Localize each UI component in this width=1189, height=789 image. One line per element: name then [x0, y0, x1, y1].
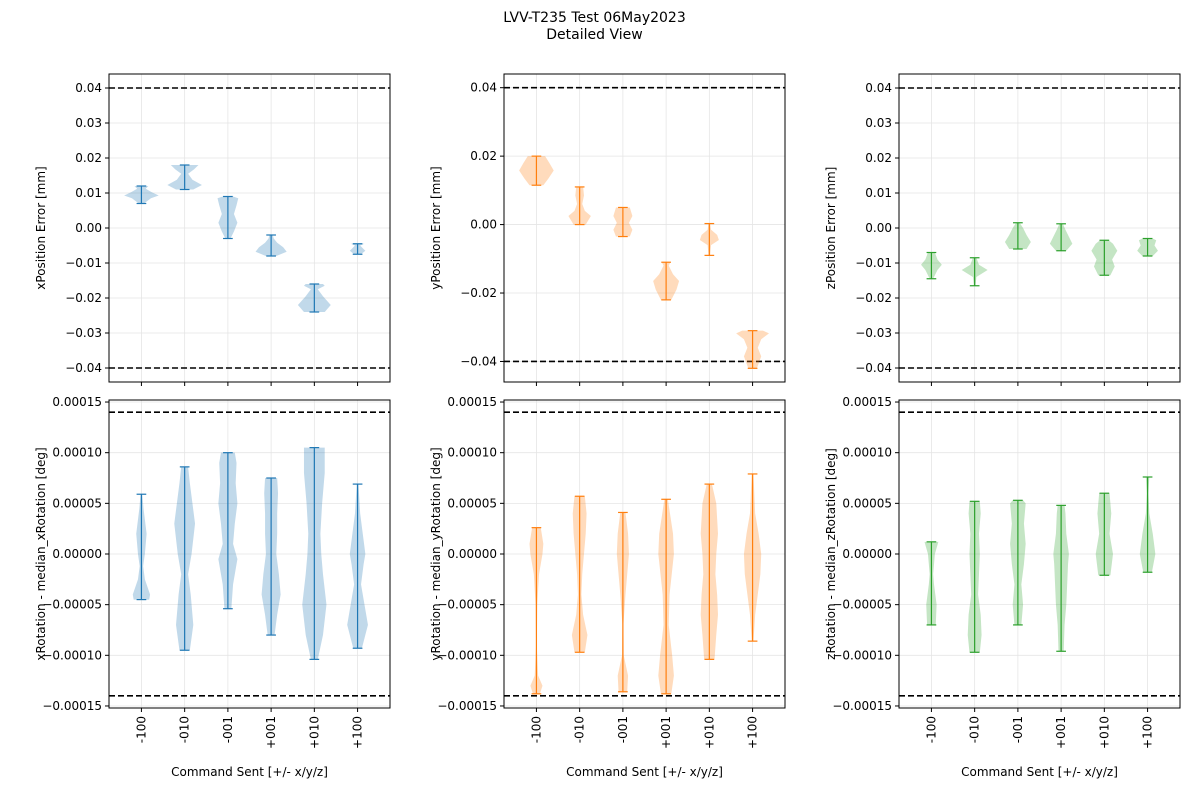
x-tick-label: +100 — [351, 716, 365, 749]
figure-subtitle: Detailed View — [546, 27, 642, 43]
y-axis-label: xPosition Error [mm] — [34, 166, 48, 289]
x-tick-label: +001 — [659, 716, 673, 749]
y-tick-label: −0.03 — [65, 326, 102, 340]
x-tick-label: -010 — [178, 716, 192, 743]
y-tick-label: −0.04 — [855, 361, 892, 375]
y-tick-label: 0.00010 — [447, 446, 497, 460]
x-tick-label: -001 — [221, 716, 235, 743]
y-tick-label: 0.02 — [470, 149, 497, 163]
y-tick-label: 0.00 — [865, 221, 892, 235]
chart-panel-1: 0.04 0.03 0.02 0.01 0.00 −0.01 −0.02 −0.03 −0.04… — [34, 73, 391, 386]
y-tick-label: 0.00015 — [447, 395, 497, 409]
y-tick-label: 0.03 — [75, 116, 102, 130]
y-axis-label: xRotation - median_xRotation [deg] — [34, 447, 48, 660]
x-tick-label: +100 — [746, 716, 760, 749]
y-tick-label: 0.00015 — [52, 395, 102, 409]
x-tick-label: +010 — [1097, 716, 1111, 749]
y-tick-label: −0.01 — [65, 256, 102, 270]
y-tick-label: −0.00005 — [42, 598, 102, 612]
y-tick-label: 0.03 — [865, 116, 892, 130]
y-tick-label: 0.00000 — [52, 547, 102, 561]
y-tick-label: 0.00000 — [447, 547, 497, 561]
y-tick-label: −0.00010 — [832, 648, 892, 662]
figure-title: LVV-T235 Test 06May2023 — [503, 10, 686, 26]
y-tick-label: 0.00010 — [842, 446, 892, 460]
x-tick-label: +100 — [1141, 716, 1155, 749]
y-tick-label: 0.04 — [865, 81, 892, 95]
x-tick-label: -100 — [924, 716, 938, 743]
x-tick-label: -001 — [1011, 716, 1025, 743]
y-tick-label: −0.02 — [460, 286, 497, 300]
y-tick-label: 0.00 — [470, 218, 497, 232]
y-tick-label: 0.00005 — [842, 496, 892, 510]
axes-frame — [503, 73, 786, 383]
y-tick-label: −0.00010 — [42, 648, 102, 662]
y-tick-label: −0.00005 — [437, 598, 497, 612]
y-tick-label: 0.02 — [865, 151, 892, 165]
y-tick-label: −0.02 — [65, 291, 102, 305]
x-axis-label: Command Sent [+/- x/y/z] — [566, 765, 723, 779]
chart-panel-2: 0.04 0.02 0.00 −0.02 −0.04 yPosition Error [m… — [429, 73, 786, 386]
y-tick-label: −0.00015 — [832, 699, 892, 713]
y-tick-label: 0.00000 — [842, 547, 892, 561]
x-tick-label: +001 — [1054, 716, 1068, 749]
y-tick-label: 0.00 — [75, 221, 102, 235]
y-tick-label: 0.00010 — [52, 446, 102, 460]
y-tick-label: 0.01 — [865, 186, 892, 200]
y-tick-label: −0.00005 — [832, 598, 892, 612]
y-tick-label: 0.00005 — [52, 496, 102, 510]
x-tick-label: -100 — [134, 716, 148, 743]
y-tick-label: 0.04 — [75, 81, 102, 95]
x-tick-label: -001 — [616, 716, 630, 743]
chart-panel-3: 0.04 0.03 0.02 0.01 0.00 −0.01 −0.02 −0.03 −0.04… — [824, 73, 1181, 386]
y-tick-label: 0.00005 — [447, 496, 497, 510]
y-tick-label: −0.03 — [855, 326, 892, 340]
y-tick-label: −0.00015 — [437, 699, 497, 713]
chart-panel-4: 0.00015 0.00010 0.00005 0.00000 −0.00005 −0.0… — [34, 395, 391, 779]
y-tick-label: 0.02 — [75, 151, 102, 165]
y-tick-label: −0.01 — [855, 256, 892, 270]
y-axis-label: yRotation - median_yRotation [deg] — [429, 447, 443, 660]
x-tick-label: -010 — [573, 716, 587, 743]
x-tick-label: +010 — [307, 716, 321, 749]
y-tick-label: −0.04 — [460, 354, 497, 368]
y-tick-label: −0.00015 — [42, 699, 102, 713]
x-tick-label: +010 — [702, 716, 716, 749]
y-axis-label: zPosition Error [mm] — [824, 167, 838, 290]
y-axis-label: yPosition Error [mm] — [429, 166, 443, 289]
y-tick-label: −0.04 — [65, 361, 102, 375]
y-tick-label: −0.00010 — [437, 648, 497, 662]
y-tick-label: 0.01 — [75, 186, 102, 200]
y-tick-label: 0.04 — [470, 81, 497, 95]
x-axis-label: Command Sent [+/- x/y/z] — [171, 765, 328, 779]
chart-panel-6: 0.00015 0.00010 0.00005 0.00000 −0.00005 −0.0… — [824, 395, 1181, 779]
x-tick-label: -100 — [529, 716, 543, 743]
x-tick-label: -010 — [968, 716, 982, 743]
y-tick-label: −0.02 — [855, 291, 892, 305]
x-axis-label: Command Sent [+/- x/y/z] — [961, 765, 1118, 779]
subplot-grid: 0.04 0.03 0.02 0.01 0.00 −0.01 −0.02 −0.03 −0.04… — [34, 73, 1181, 779]
y-tick-label: 0.00015 — [842, 395, 892, 409]
x-tick-label: +001 — [264, 716, 278, 749]
y-axis-label: zRotation - median_zRotation [deg] — [824, 448, 838, 660]
chart-panel-5: 0.00015 0.00010 0.00005 0.00000 −0.00005 −0.0… — [429, 395, 786, 779]
